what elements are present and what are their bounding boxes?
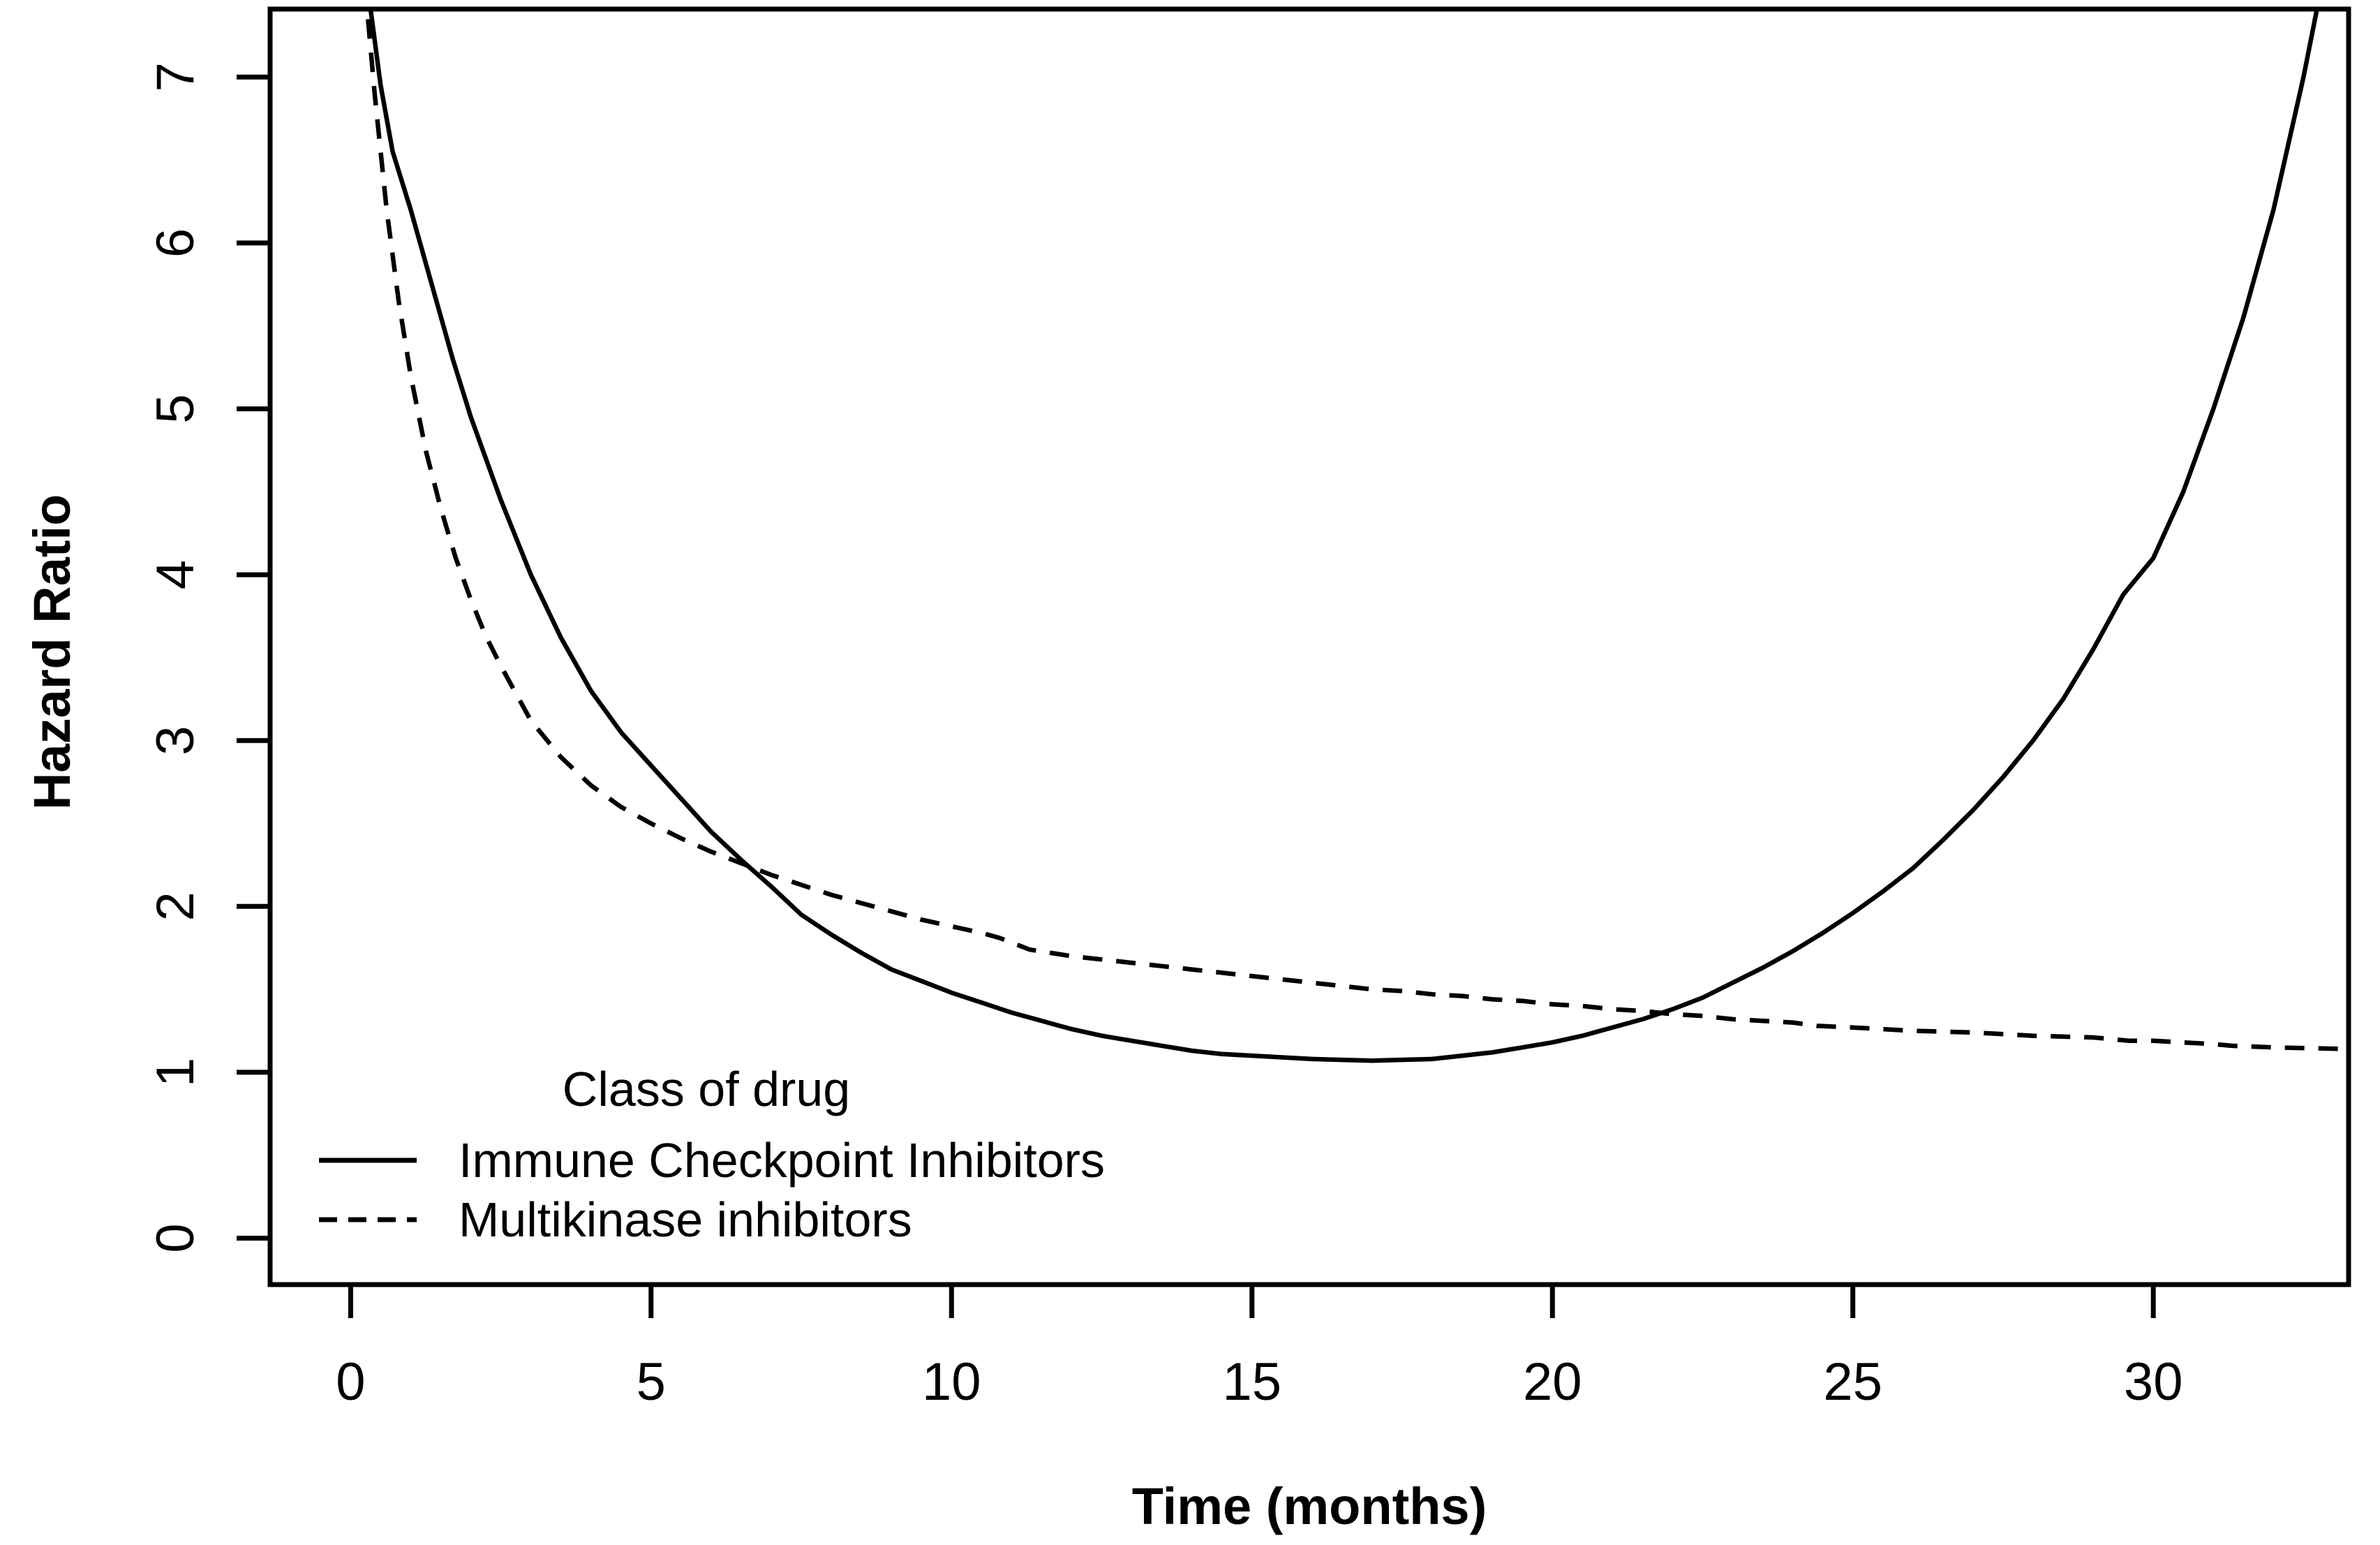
plot-border — [267, 6, 2351, 1287]
series-line-mki — [364, 9, 2349, 1051]
y-tick-label: 4 — [146, 560, 205, 589]
x-tick-label: 5 — [637, 1352, 666, 1412]
legend: Class of drug Immune Checkpoint Inhibito… — [319, 1062, 1105, 1247]
legend-label-mki: Multikinase inhibitors — [459, 1192, 912, 1247]
y-tick-label: 7 — [146, 62, 205, 91]
y-tick-label: 3 — [146, 726, 205, 755]
legend-title: Class of drug — [563, 1062, 850, 1116]
x-tick-label: 15 — [1223, 1352, 1282, 1412]
x-tick-label: 0 — [336, 1352, 365, 1412]
y-axis-title: Hazard Ratio — [23, 494, 81, 810]
x-axis-title: Time (months) — [1132, 1477, 1487, 1535]
x-tick-label: 10 — [922, 1352, 981, 1412]
x-tick-label: 25 — [1823, 1352, 1882, 1412]
y-tick-label: 2 — [146, 892, 205, 921]
y-tick-label: 5 — [146, 394, 205, 423]
x-axis: 0 5 10 15 20 25 30 — [336, 1285, 2182, 1412]
y-axis: 0 1 2 3 4 5 6 7 — [146, 62, 270, 1253]
legend-label-ici: Immune Checkpoint Inhibitors — [459, 1133, 1105, 1188]
y-tick-label: 0 — [146, 1223, 205, 1252]
y-tick-label: 1 — [146, 1058, 205, 1087]
x-tick-label: 30 — [2124, 1352, 2183, 1412]
curves-group — [364, 9, 2349, 1063]
y-tick-label: 6 — [146, 228, 205, 258]
x-tick-label: 20 — [1523, 1352, 1582, 1412]
series-line-ici — [368, 9, 2320, 1063]
